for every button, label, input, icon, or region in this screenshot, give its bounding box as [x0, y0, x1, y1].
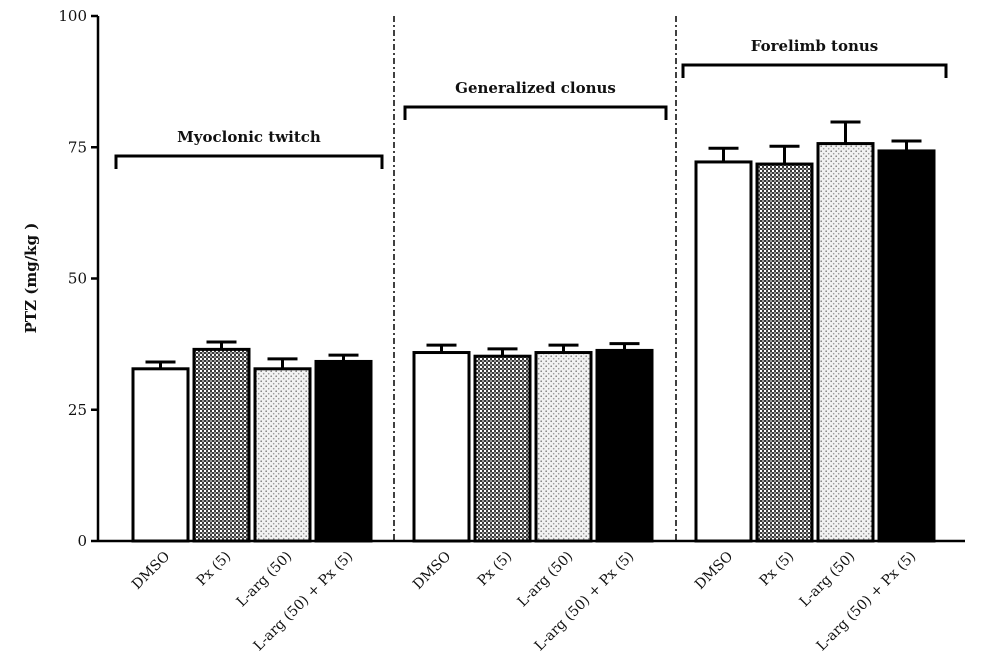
group-bracket	[114, 154, 384, 169]
y-axis-label: PTZ (mg/kg )	[22, 223, 40, 334]
x-tick-label: Px (5)	[194, 549, 235, 590]
group-brackets: Myoclonic twitch Generalized clonus Foreli…	[114, 37, 948, 169]
x-tick-label: Px (5)	[475, 549, 516, 590]
x-tick-label: DMSO	[129, 549, 173, 593]
x-tick-label: DMSO	[410, 549, 454, 593]
group-title: Myoclonic twitch	[177, 128, 321, 146]
group-bracket	[681, 63, 948, 78]
y-tick-label: 100	[58, 7, 87, 25]
bar	[755, 162, 814, 543]
x-tick-label: L-arg (50) + Px (5)	[532, 549, 638, 655]
bar	[877, 149, 936, 543]
error-bars	[145, 120, 922, 369]
y-tick-label: 75	[68, 138, 87, 156]
x-tick-label: L-arg (50)	[234, 549, 296, 611]
bar	[314, 359, 373, 543]
x-tick-label: Px (5)	[757, 549, 798, 590]
x-tick-label: L-arg (50) + Px (5)	[251, 549, 357, 655]
bar	[412, 351, 471, 543]
x-tick-label: L-arg (50) + Px (5)	[814, 549, 920, 655]
group-separators	[393, 16, 677, 541]
group-title: Forelimb tonus	[751, 37, 878, 55]
bar	[816, 142, 875, 543]
group-bracket	[403, 105, 668, 120]
bar	[131, 367, 190, 543]
y-axis: 0 25 50 75 100	[58, 7, 100, 550]
bar	[253, 367, 312, 543]
x-tick-labels: DMSO Px (5) L-arg (50)L-arg (50) + Px (5) D…	[129, 549, 919, 655]
bar	[473, 354, 532, 543]
x-tick-label: DMSO	[692, 549, 736, 593]
y-tick-label: 50	[68, 270, 87, 288]
bar	[694, 160, 753, 543]
group-title: Generalized clonus	[455, 79, 616, 97]
bars	[131, 142, 936, 543]
bar	[534, 351, 593, 543]
y-tick-label: 0	[77, 532, 87, 550]
x-tick-label: L-arg (50)	[797, 549, 859, 611]
bar	[192, 347, 251, 543]
y-tick-label: 25	[68, 401, 87, 419]
x-tick-label: L-arg (50)	[515, 549, 577, 611]
bar	[595, 348, 654, 543]
